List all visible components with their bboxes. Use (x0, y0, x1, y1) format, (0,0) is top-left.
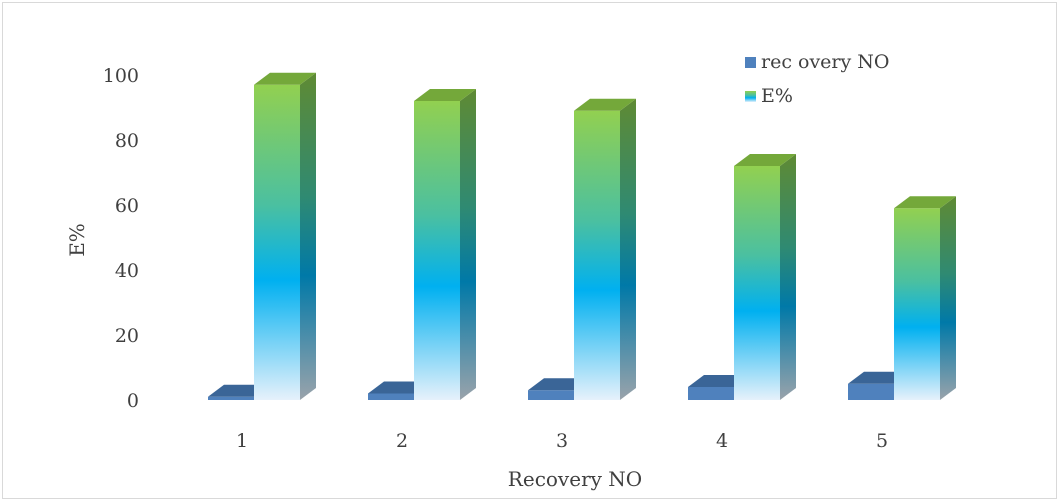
bar-e-percent (254, 72, 316, 400)
x-tick-label: 5 (876, 430, 888, 452)
y-axis-ticks: 0 20 40 60 80 100 (103, 65, 139, 412)
bar-e-percent (734, 154, 796, 400)
legend: rec overy NO E% (745, 51, 889, 107)
legend-label-e: E% (761, 85, 793, 107)
bar-e-percent (894, 196, 956, 400)
y-axis-title: E% (65, 223, 89, 257)
x-axis-title: Recovery NO (508, 467, 642, 491)
y-tick-label: 80 (115, 130, 139, 152)
x-tick-label: 3 (556, 430, 568, 452)
x-tick-label: 4 (716, 430, 728, 452)
bar-e-percent (414, 89, 476, 400)
bars (208, 72, 956, 400)
x-axis-ticks: 1 2 3 4 5 (236, 430, 888, 452)
y-tick-label: 0 (127, 390, 139, 412)
y-tick-label: 60 (115, 195, 139, 217)
x-tick-label: 1 (236, 430, 248, 452)
y-tick-label: 100 (103, 65, 139, 87)
bar-e-percent (574, 98, 636, 400)
y-tick-label: 40 (115, 260, 139, 282)
legend-label-recovery: rec overy NO (761, 51, 889, 73)
legend-swatch-e (745, 91, 756, 102)
legend-swatch-recovery (745, 57, 756, 68)
y-tick-label: 20 (115, 325, 139, 347)
x-tick-label: 2 (396, 430, 408, 452)
